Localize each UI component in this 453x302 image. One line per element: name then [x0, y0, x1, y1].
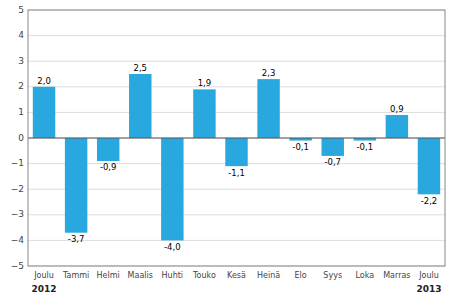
x-tick-label: Heinä [257, 271, 280, 280]
y-tick-label: −5 [11, 261, 24, 271]
x-tick-label: Joulu [418, 271, 439, 280]
data-label: 0,9 [390, 104, 404, 114]
x-tick-label: Kesä [227, 271, 246, 280]
data-label: -2,2 [421, 196, 438, 206]
grid-line [28, 214, 445, 215]
x-tick-label: Marras [383, 271, 410, 280]
plot-frame [28, 10, 445, 266]
bar [418, 138, 440, 194]
x-tick-label: Joulu [33, 271, 54, 280]
data-label: -3,7 [68, 234, 85, 244]
y-tick-label: 0 [18, 133, 24, 143]
data-label: -0,7 [324, 157, 341, 167]
x-tick-label: Helmi [97, 271, 120, 280]
bar [65, 138, 87, 233]
grid-line [28, 138, 445, 139]
bar [129, 74, 151, 138]
grid-line [28, 189, 445, 190]
x-tick-label: Touko [192, 271, 216, 280]
data-label: 2,0 [37, 76, 51, 86]
x-tick-label: Syys [323, 271, 342, 280]
bar [33, 87, 55, 138]
x-tick-label: Elo [295, 271, 307, 280]
data-label: -0,9 [100, 162, 117, 172]
bar [225, 138, 247, 166]
grid-line [28, 61, 445, 62]
chart: −5 −4 −3 −2 −1 0 1 2 3 4 5 2,0 -3,7 -0,9 2,5 -4,0 1,9 -1,… [0, 0, 453, 302]
y-tick-label: 1 [18, 107, 24, 117]
grid-line [28, 112, 445, 113]
annotation: 2013 [416, 284, 441, 294]
y-tick-label: −1 [11, 158, 24, 168]
grid [28, 10, 445, 266]
bar [322, 138, 344, 156]
data-label: 1,9 [198, 78, 212, 88]
y-tick-label: 4 [18, 30, 24, 40]
bars [33, 74, 440, 240]
y-tick-label: −4 [11, 235, 25, 245]
zero-line [28, 138, 445, 139]
data-label: -0,1 [292, 142, 309, 152]
bar [161, 138, 183, 240]
grid-line [28, 35, 445, 36]
grid-line [28, 240, 445, 241]
y-tick-label: 2 [18, 81, 24, 91]
y-tick-label: 3 [18, 56, 24, 66]
bar [386, 115, 408, 138]
data-label: -4,0 [164, 242, 181, 252]
bar [193, 89, 215, 138]
x-tick-label: Tammi [62, 271, 89, 280]
bar [257, 79, 279, 138]
annotation: 2012 [32, 284, 57, 294]
data-label: 2,3 [262, 68, 276, 78]
x-tick-label: Maalis [128, 271, 153, 280]
bar [97, 138, 119, 161]
y-tick-label: 5 [18, 5, 24, 15]
y-tick-label: −3 [11, 209, 24, 219]
grid-line [28, 86, 445, 87]
chart-container: −5 −4 −3 −2 −1 0 1 2 3 4 5 2,0 -3,7 -0,9 2,5 -4,0 1,9 -1,… [0, 0, 453, 302]
data-label: -0,1 [357, 142, 374, 152]
y-tick-label: −2 [11, 184, 24, 194]
data-label: 2,5 [134, 63, 148, 73]
data-label: -1,1 [228, 168, 245, 178]
x-tick-label: Huhti [162, 271, 184, 280]
x-tick-label: Loka [356, 271, 375, 280]
